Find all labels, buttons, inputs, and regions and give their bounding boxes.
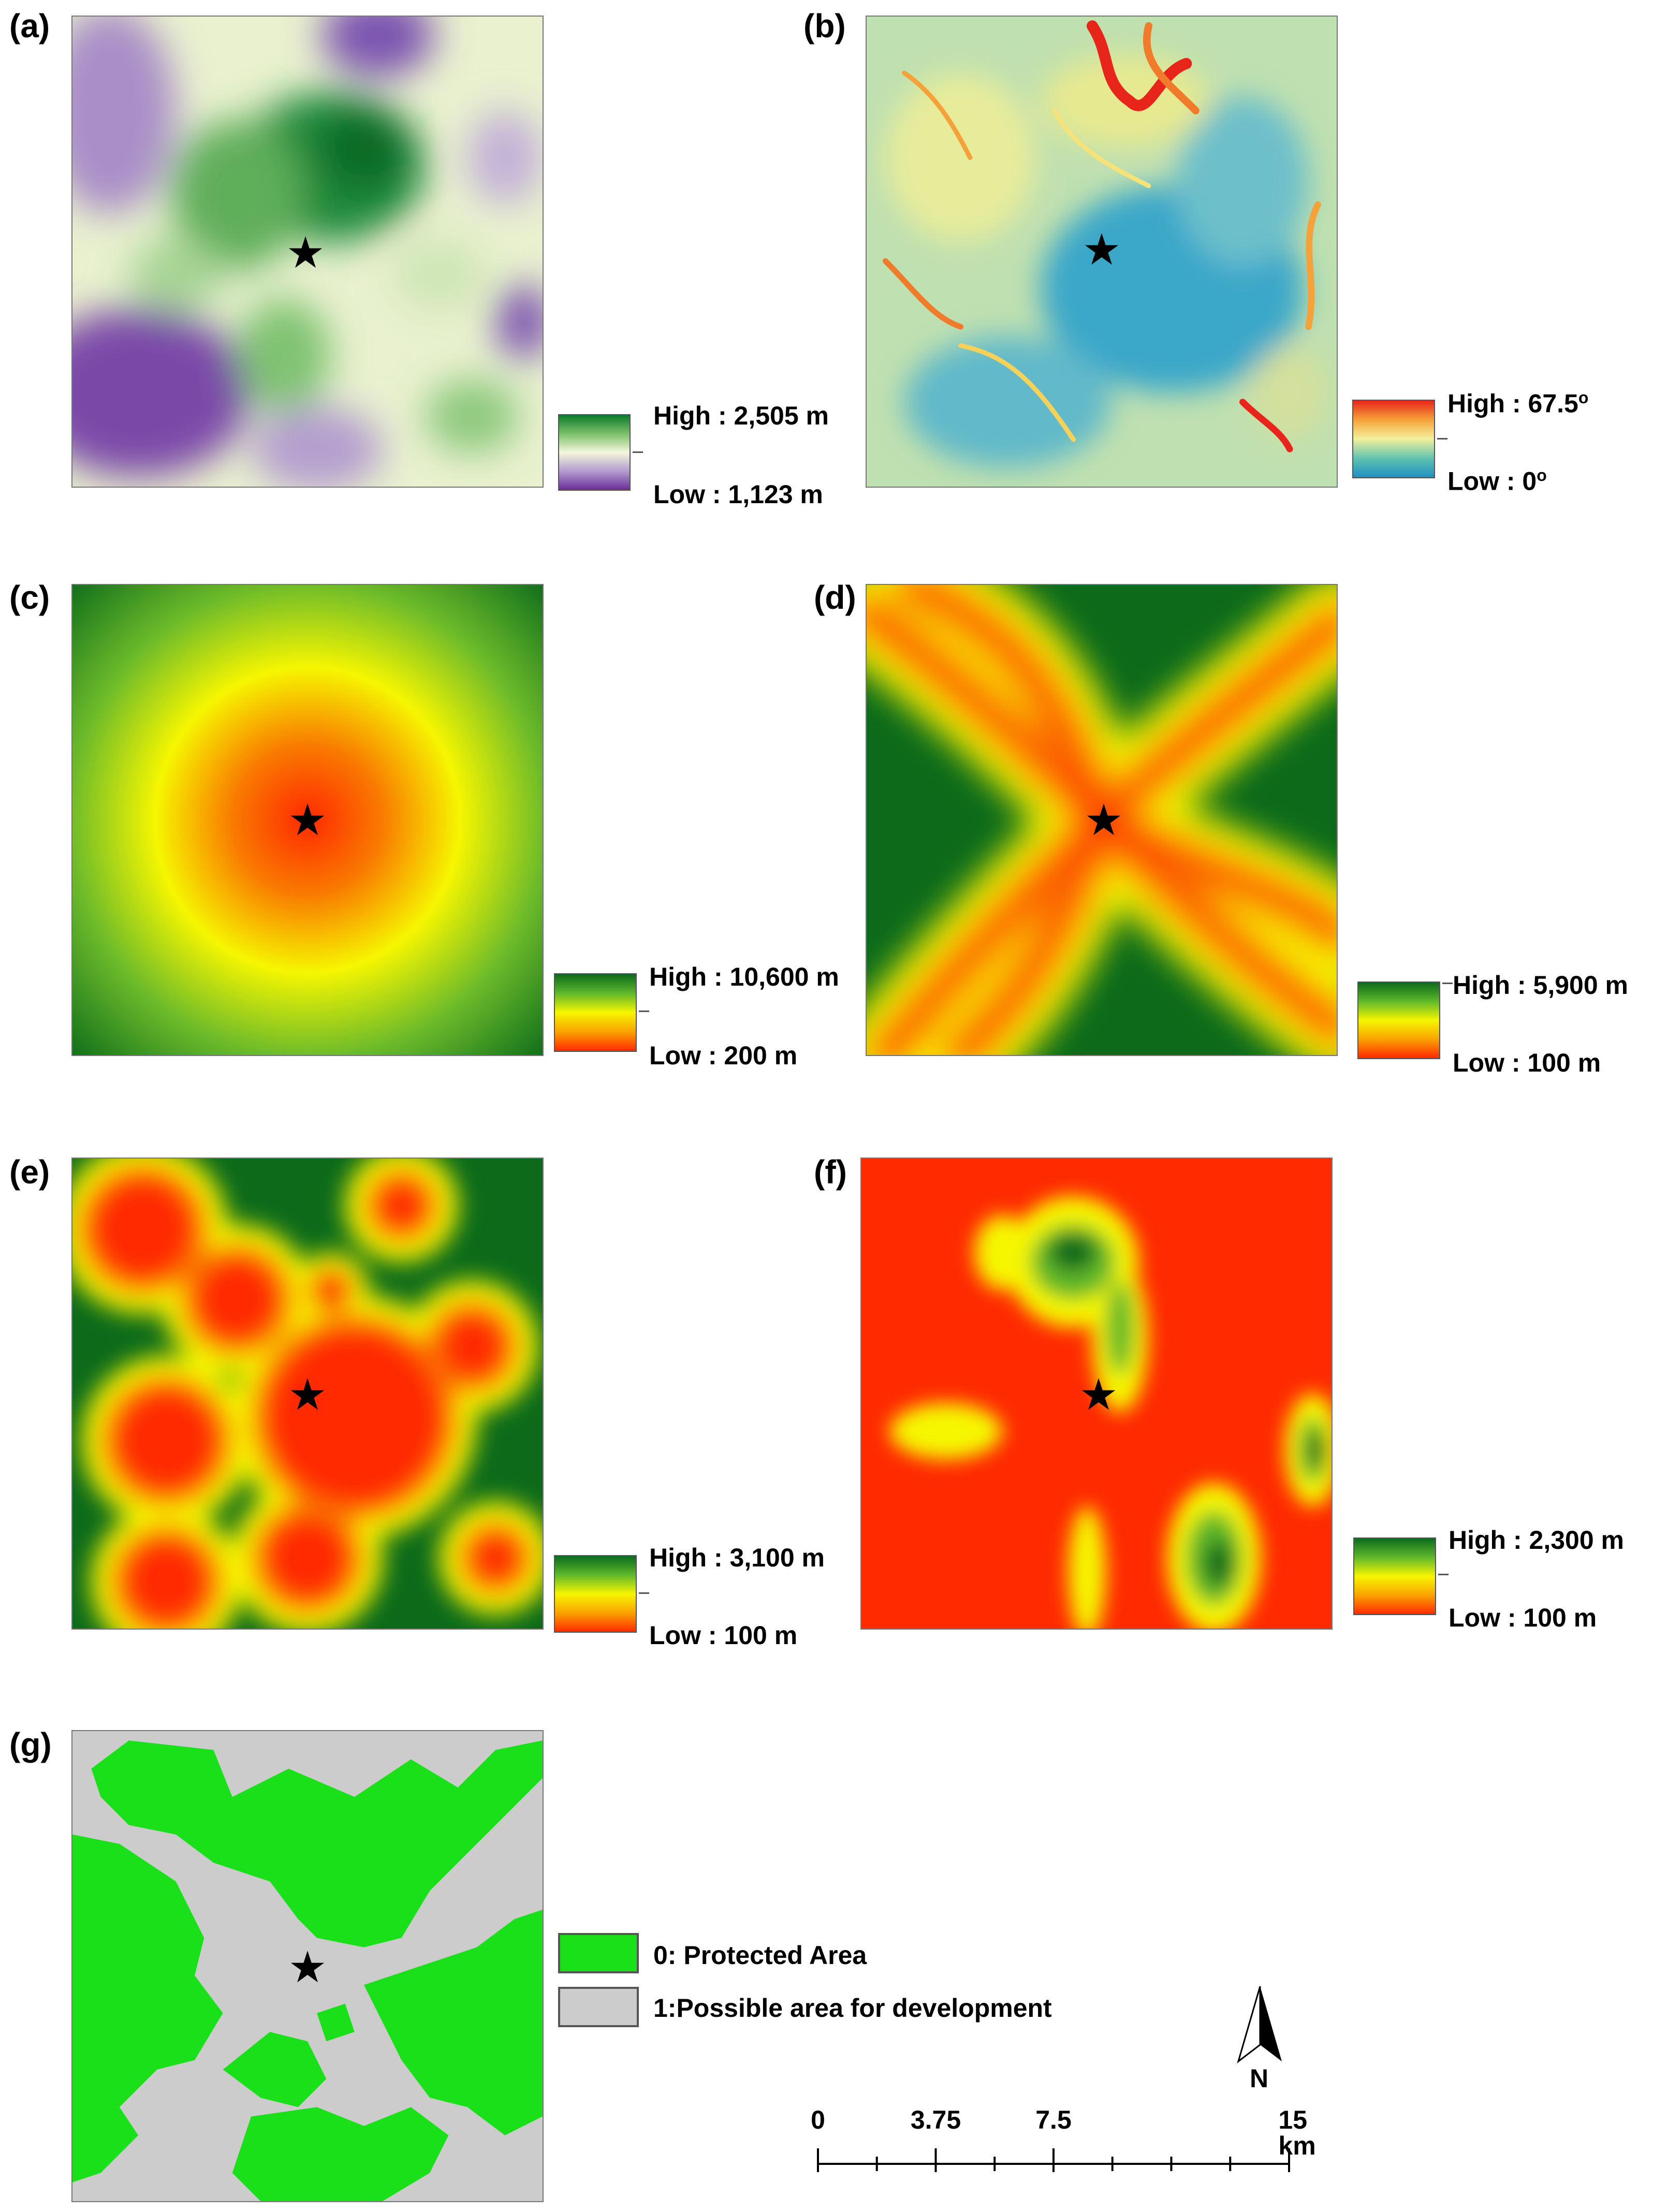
- elevation-legend-ramp: [558, 414, 631, 491]
- protected-area-label: 0: Protected Area: [653, 1941, 867, 1970]
- site-star-marker: ★: [288, 1370, 327, 1419]
- panel-e-label: (e): [9, 1153, 50, 1191]
- panel-c-label: (c): [9, 579, 50, 616]
- elevation-legend-high: High : 2,505 m: [653, 401, 829, 430]
- distance-settlements-legend-low: Low : 100 m: [649, 1621, 798, 1650]
- site-star-marker: ★: [1079, 1370, 1118, 1419]
- distance-streams-legend-ramp: [1353, 1537, 1436, 1615]
- distance-streams-legend-high: High : 2,300 m: [1449, 1526, 1624, 1555]
- distance-center-map: [71, 584, 544, 1056]
- legend-tick: [633, 451, 643, 453]
- panel-f-label: (f): [814, 1153, 847, 1191]
- scale-bar-label: 0: [811, 2105, 825, 2134]
- panel-d-label: (d): [814, 579, 856, 616]
- north-arrow-icon: [1237, 1986, 1282, 2063]
- elevation-map: [71, 16, 544, 488]
- distance-streams-map: [860, 1158, 1333, 1630]
- slope-legend-high: High : 67.5o: [1447, 388, 1589, 418]
- distance-roads-map: [866, 584, 1338, 1056]
- legend-tick: [639, 1010, 649, 1012]
- legend-tick: [1437, 438, 1447, 440]
- protected-area-swatch: [558, 1933, 639, 1973]
- site-star-marker: ★: [286, 228, 325, 277]
- legend-tick: [1442, 983, 1453, 984]
- development-area-swatch: [558, 1987, 639, 2027]
- distance-roads-legend-ramp: [1357, 982, 1440, 1059]
- elevation-legend-low: Low : 1,123 m: [653, 480, 823, 509]
- slope-map: [866, 16, 1338, 488]
- legend-tick: [1438, 1574, 1449, 1575]
- protected-area-map: [71, 1730, 544, 2202]
- north-arrow-label: N: [1250, 2064, 1269, 2093]
- legend-tick: [639, 1592, 649, 1594]
- distance-streams-legend-low: Low : 100 m: [1449, 1603, 1597, 1632]
- site-star-marker: ★: [288, 796, 327, 844]
- development-area-label: 1:Possible area for development: [653, 1994, 1052, 2023]
- scale-bar-label: 7.5: [1035, 2105, 1072, 2134]
- panel-a-label: (a): [9, 7, 50, 45]
- scale-bar-label: 15 km: [1278, 2105, 1316, 2160]
- slope-legend-ramp: [1352, 400, 1435, 478]
- scale-bar-graphic: [817, 2148, 1290, 2172]
- site-star-marker: ★: [1082, 225, 1121, 274]
- distance-center-legend-low: Low : 200 m: [649, 1041, 798, 1070]
- site-star-marker: ★: [1084, 796, 1123, 844]
- distance-roads-legend-low: Low : 100 m: [1453, 1048, 1601, 1077]
- distance-settlements-legend-high: High : 3,100 m: [649, 1543, 825, 1572]
- distance-roads-legend-high: High : 5,900 m: [1453, 971, 1628, 1000]
- panel-b-label: (b): [803, 7, 846, 45]
- scale-bar-label: 3.75: [910, 2105, 961, 2134]
- distance-center-legend-high: High : 10,600 m: [649, 962, 839, 991]
- panel-g-label: (g): [9, 1726, 52, 1763]
- distance-settlements-map: [71, 1158, 544, 1630]
- distance-center-legend-ramp: [554, 973, 637, 1052]
- scale-bar: 0 3.75 7.5 15 km: [811, 2102, 1316, 2174]
- north-arrow: [1234, 1984, 1286, 2067]
- site-star-marker: ★: [288, 1943, 327, 1991]
- distance-settlements-legend-ramp: [554, 1555, 637, 1633]
- slope-legend-low: Low : 0o: [1447, 466, 1547, 496]
